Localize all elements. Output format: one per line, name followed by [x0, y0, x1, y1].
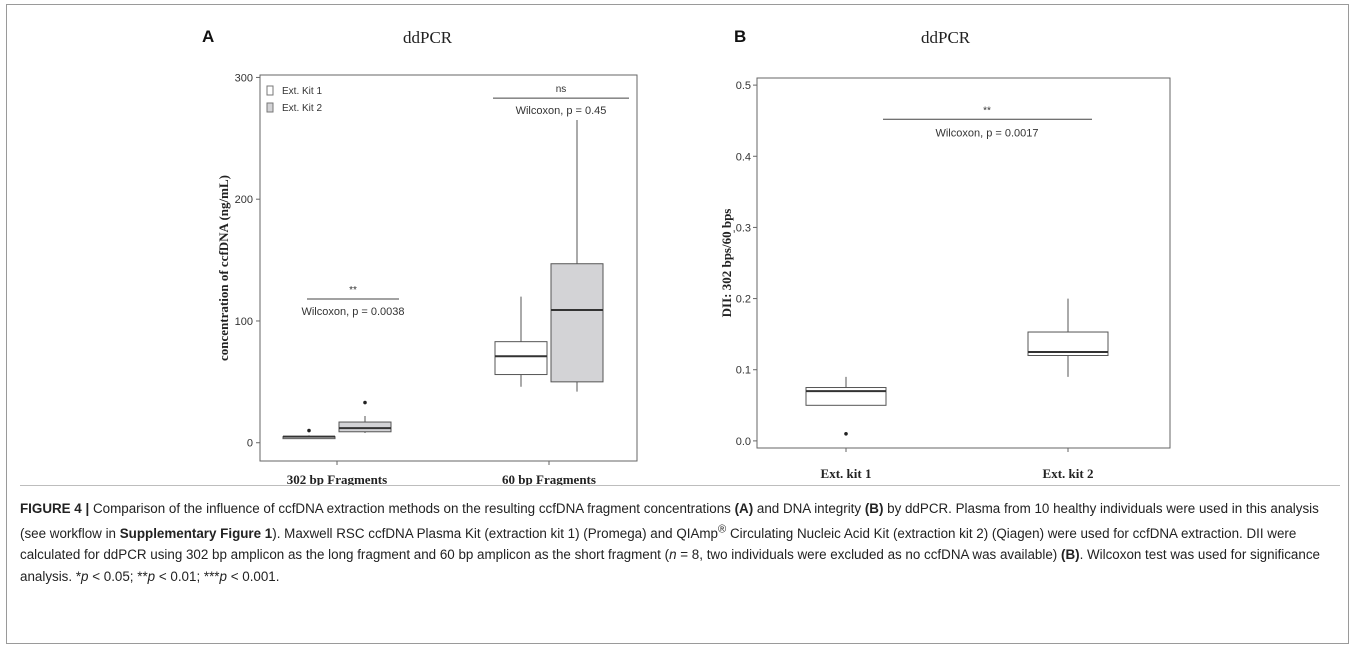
- figure-caption: FIGURE 4 | Comparison of the influence o…: [20, 498, 1340, 587]
- panel-a-label: A: [202, 27, 215, 46]
- x-tick-label-b: Ext. kit 1: [821, 466, 872, 481]
- legend-swatch-a: [266, 102, 274, 113]
- box-a-0-0-outlier-0: [307, 428, 311, 433]
- legend-label-a: Ext. Kit 2: [282, 103, 322, 114]
- caption-lead: FIGURE 4 |: [20, 501, 90, 516]
- y-tick-label-a: 200: [235, 194, 253, 206]
- box-a-0-1-box: [338, 421, 392, 433]
- box-b-1-box: [1027, 331, 1109, 356]
- y-tick-label-b: 0.5: [736, 80, 751, 92]
- sig-stars-a: **: [349, 285, 357, 296]
- panel-a-title: ddPCR: [403, 28, 453, 47]
- sig-stars-b: **: [983, 105, 991, 116]
- figure-frame: A ddPCR B ddPCR 0 100 200 300 concentration …: [6, 4, 1349, 644]
- plot-area-a: [259, 74, 638, 462]
- legend-swatch-a: [266, 85, 274, 96]
- y-tick-label-b: 0.0: [736, 436, 751, 448]
- y-axis-label-a: concentration of ccfDNA (ng/mL): [216, 175, 231, 361]
- plot-area-b: [756, 77, 1171, 449]
- y-axis-label-b: DII: 302 bps/60 bps: [719, 209, 734, 318]
- legend-label-a: Ext. Kit 1: [282, 86, 322, 97]
- y-tick-label-b: 0.2: [736, 294, 751, 306]
- x-tick-label-b: Ext. kit 2: [1043, 466, 1094, 481]
- sig-label-b: Wilcoxon, p = 0.0017: [935, 127, 1038, 139]
- caption-text: Comparison of the influence of ccfDNA ex…: [20, 501, 1320, 584]
- chart-b: 0.0 0.1 0.2 ,0.3 0.4 0.5 DII: 302 bps/60 bps Ex…: [719, 77, 1171, 481]
- y-tick-label-a: 300: [235, 72, 253, 84]
- sig-label-a: Wilcoxon, p = 0.45: [516, 105, 607, 117]
- box-b-0-outlier-0: [844, 431, 848, 436]
- chart-a: 0 100 200 300 concentration of ccfDNA (ng/mL…: [216, 72, 638, 485]
- y-tick-label-a: 100: [235, 316, 253, 328]
- y-tick-label-b: 0.4: [736, 151, 751, 163]
- sig-label-a: Wilcoxon, p = 0.0038: [301, 306, 404, 318]
- y-tick-label-a: 0: [247, 438, 253, 450]
- y-tick-label-b: 0.1: [736, 365, 751, 377]
- panel-b-label: B: [734, 27, 747, 46]
- x-tick-label-a: 60 bp Fragments: [502, 472, 596, 485]
- panel-b-title: ddPCR: [921, 28, 971, 47]
- box-a-1-0-box: [494, 341, 548, 376]
- box-a-0-1-outlier-0: [363, 400, 367, 405]
- sig-stars-a: ns: [556, 84, 567, 95]
- y-tick-label-b: ,0.3: [733, 222, 751, 234]
- caption-link-supplementary[interactable]: Supplementary Figure 1: [119, 525, 273, 541]
- caption-divider: [20, 485, 1340, 486]
- box-a-1-1-box: [550, 263, 604, 383]
- x-tick-label-a: 302 bp Fragments: [287, 472, 387, 485]
